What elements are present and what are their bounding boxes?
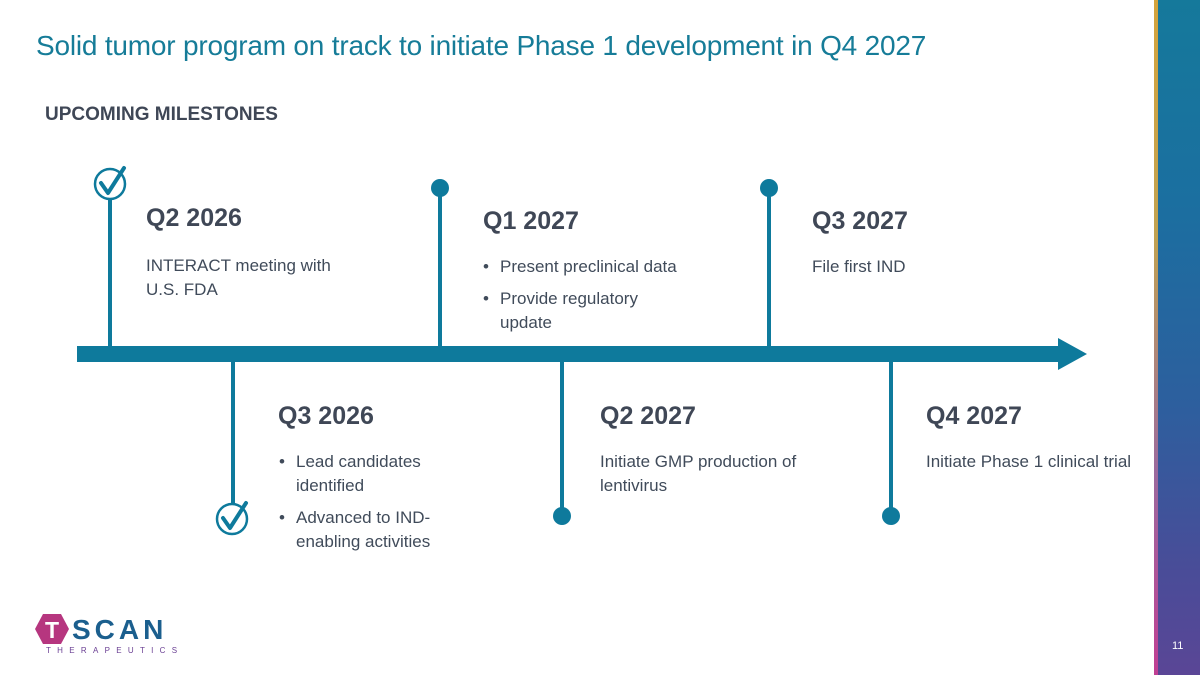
timeline-arrowhead (1058, 338, 1087, 370)
milestone-date-q1-2027: Q1 2027 (483, 207, 579, 235)
milestone-stem-q3-2027 (767, 186, 771, 348)
logo-word: SCAN (72, 614, 168, 645)
section-heading: UPCOMING MILESTONES (45, 104, 278, 125)
milestone-text-q2-2027: Initiate GMP production of lentivirus (600, 452, 797, 495)
logo-letter: T (45, 617, 59, 643)
milestone-date-q3-2027: Q3 2027 (812, 207, 908, 235)
milestone-text-q4-2027: Initiate Phase 1 clinical trial (926, 452, 1132, 471)
logo-hexagon-icon: T (35, 614, 69, 644)
strip-edge (1154, 0, 1158, 675)
milestone-dot-q2-2027 (553, 507, 571, 525)
milestone-bullet: Advanced to IND-enabling activities (278, 506, 468, 554)
tscan-logo: T SCAN THERAPEUTICS (34, 612, 177, 656)
slide-title: Solid tumor program on track to initiate… (36, 30, 927, 61)
milestone-bullet: Lead candidates identified (278, 450, 468, 498)
milestone-stem-q4-2027 (889, 360, 893, 515)
timeline-bar (77, 346, 1060, 362)
milestone-dot-q3-2027 (760, 179, 778, 197)
check-circle-icon (215, 501, 249, 536)
milestone-stem-q2-2026 (108, 186, 112, 348)
milestone-date-q4-2027: Q4 2027 (926, 402, 1022, 430)
milestone-date-q2-2026: Q2 2026 (146, 204, 242, 232)
milestone-bullet: Present preclinical data (482, 255, 712, 279)
milestone-dot-q4-2027 (882, 507, 900, 525)
milestone-stem-q3-2026 (231, 360, 235, 515)
strip-fill (1158, 0, 1200, 675)
milestone-bullets-q3-2026: Lead candidates identified Advanced to I… (278, 450, 468, 562)
page-number: 11 (1172, 640, 1184, 652)
milestone-text-q2-2026: INTERACT meeting with U.S. FDA (146, 256, 331, 299)
decorative-side-strip (1154, 0, 1200, 675)
milestone-bullets-q1-2027: Present preclinical data Provide regulat… (482, 255, 712, 343)
milestone-text-q3-2027: File first IND (812, 257, 906, 276)
logo-tagline: THERAPEUTICS (46, 646, 184, 655)
milestone-date-q2-2027: Q2 2027 (600, 402, 696, 430)
milestone-stem-q1-2027 (438, 186, 442, 348)
milestone-bullet: Provide regulatory update (482, 287, 672, 335)
milestone-dot-q1-2027 (431, 179, 449, 197)
check-circle-icon (93, 166, 127, 201)
milestone-stem-q2-2027 (560, 360, 564, 515)
milestone-date-q3-2026: Q3 2026 (278, 402, 374, 430)
